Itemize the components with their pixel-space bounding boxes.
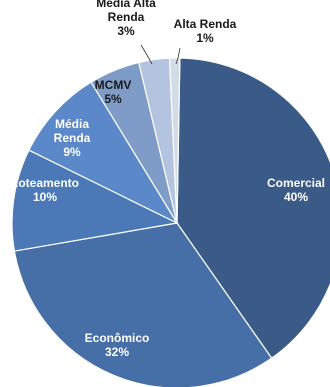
data-label-line: Alta Renda (174, 17, 237, 31)
data-label-comercial: Comercial 40% (267, 176, 325, 204)
data-label-line: Média (55, 117, 89, 131)
data-label-line: Comercial (267, 176, 325, 190)
pie-slice-loteamento (11, 149, 179, 252)
data-label-line: 3% (117, 24, 135, 38)
leader-line-alta-renda (175, 47, 181, 65)
pie-slice-econ-mico (13, 222, 273, 387)
data-label-mcmv: MCMV 5% (95, 78, 132, 106)
leader-line-m-dia-alta-renda (140, 44, 153, 65)
pie-slice-comercial (176, 57, 330, 359)
data-label-alta-renda: Alta Renda 1% (174, 17, 237, 45)
data-label-line: Renda (54, 131, 91, 145)
data-label-line: Renda (108, 10, 145, 24)
data-label-loteamento: Loteamento 10% (11, 176, 79, 204)
data-label-econ-mico: Econômico 32% (85, 331, 150, 359)
pie-slice-m-dia-renda (28, 81, 179, 225)
pie-slice-alta-renda (168, 57, 181, 224)
data-label-line: 5% (104, 92, 122, 106)
data-label-line: Loteamento (11, 176, 79, 190)
pie-slices (11, 57, 330, 387)
data-label-line: 10% (33, 190, 57, 204)
data-label-line: 9% (63, 145, 81, 159)
data-label-line: Média Alta (96, 0, 156, 10)
data-label-line: 40% (284, 190, 308, 204)
data-label-line: 1% (196, 31, 214, 45)
data-label-line: MCMV (95, 78, 132, 92)
data-label-line: Econômico (85, 331, 150, 345)
data-label-m-dia-alta-renda: Média Alta Renda 3% (96, 0, 156, 38)
data-label-m-dia-renda: Média Renda 9% (54, 117, 91, 159)
data-label-line: 32% (105, 345, 129, 359)
